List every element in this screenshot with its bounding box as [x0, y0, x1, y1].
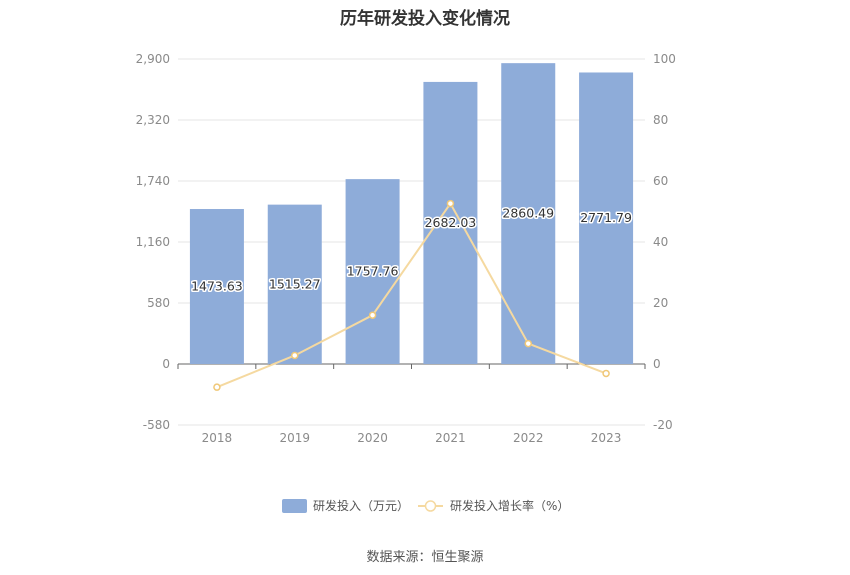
growth-line [216, 201, 607, 389]
y-right-tick-label: -20 [653, 418, 673, 432]
y-left-tick-label: 0 [162, 357, 170, 371]
bar-value-label: 1515.27 [269, 276, 321, 291]
bar [423, 81, 478, 364]
y-right-tick-label: 20 [653, 296, 668, 310]
bar-value-label: 2860.49 [502, 206, 554, 221]
y-left-tick-label: 2,320 [136, 113, 170, 127]
growth-point [368, 311, 377, 319]
x-tick-label: 2019 [279, 431, 310, 445]
x-tick-label: 2023 [591, 431, 622, 445]
legend-swatch-bar [282, 499, 307, 513]
legend-swatch-point [424, 500, 437, 512]
source-note: 数据来源：恒生聚源 [366, 550, 484, 565]
legend-label: 研发投入增长率（%） [450, 498, 569, 513]
bar-value-label: 2682.03 [425, 215, 477, 230]
y-left-tick-label: 2,900 [136, 52, 170, 66]
y-right-tick-label: 100 [653, 52, 676, 66]
bar-value-label: 1473.63 [191, 279, 243, 294]
y-right-tick-label: 80 [653, 113, 668, 127]
y-left-tick-label: 1,740 [136, 174, 170, 188]
y-left-tick-label: -580 [143, 418, 170, 432]
y-left-tick-label: 1,160 [136, 235, 170, 249]
bar-value-label: 2771.79 [580, 210, 632, 225]
bar-value-label: 1757.76 [347, 264, 399, 279]
chart-title: 历年研发投入变化情况 [340, 9, 510, 29]
growth-point [602, 369, 610, 378]
y-right-tick-label: 60 [653, 174, 668, 188]
growth-point [291, 351, 299, 360]
legend-label: 研发投入（万元） [313, 498, 409, 513]
growth-point [446, 199, 455, 208]
bar [267, 204, 322, 364]
bar [579, 72, 634, 364]
x-tick-label: 2018 [202, 431, 233, 445]
x-tick-label: 2021 [435, 431, 466, 445]
growth-point [213, 383, 221, 391]
bar [501, 63, 556, 364]
x-tick-label: 2022 [513, 431, 544, 445]
x-tick-label: 2020 [357, 431, 388, 445]
growth-point [524, 339, 532, 348]
y-right-tick-label: 40 [653, 235, 668, 249]
bar [189, 209, 244, 364]
y-right-tick-label: 0 [653, 357, 661, 371]
y-left-tick-label: 580 [147, 296, 170, 310]
bar [345, 179, 400, 364]
